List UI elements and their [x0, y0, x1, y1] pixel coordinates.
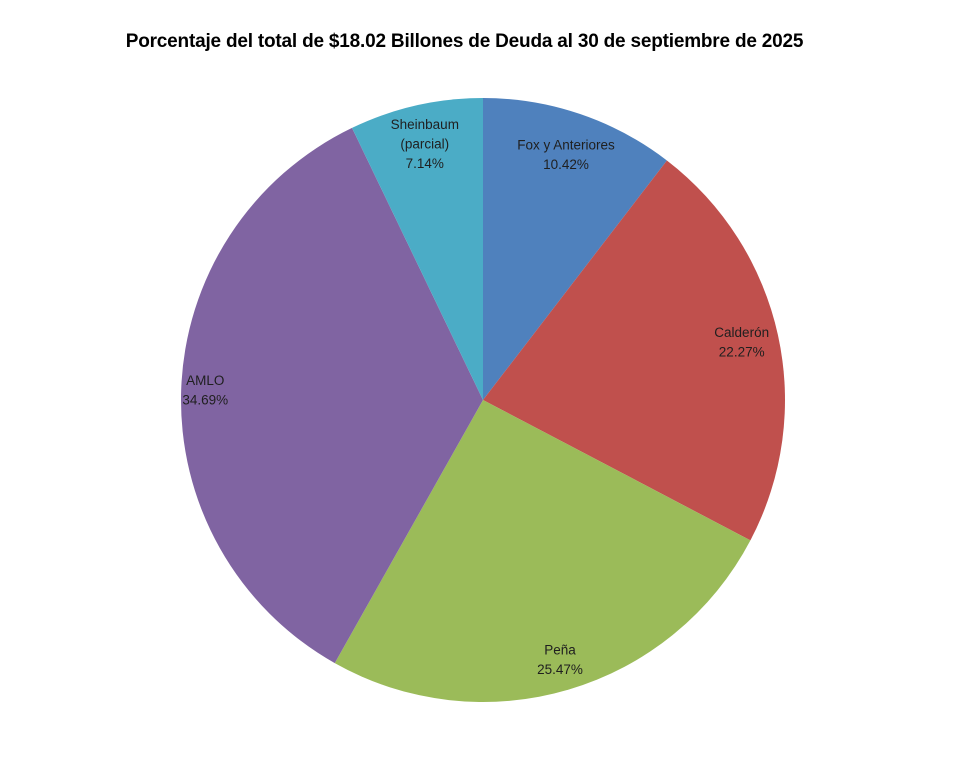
slice-label-fox-y-anteriores: Fox y Anteriores 10.42% [517, 137, 615, 172]
pie-slice-amlo [181, 127, 483, 664]
pie-slice-fox-y-anteriores [483, 98, 667, 400]
pie-slice-sheinbaum-parcial [352, 98, 483, 400]
slice-label-amlo: AMLO 34.69% [182, 373, 228, 408]
pie-slice-calderon [483, 160, 785, 541]
slice-label-calderon: Calderón 22.27% [714, 325, 769, 360]
pie-slice-pena [334, 400, 751, 702]
chart-title: Porcentaje del total de $18.02 Billones … [125, 31, 804, 52]
slice-label-pena: Peña 25.47% [537, 642, 583, 677]
slice-label-sheinbaum-parcial: Sheinbaum (parcial) 7.14% [391, 117, 459, 171]
